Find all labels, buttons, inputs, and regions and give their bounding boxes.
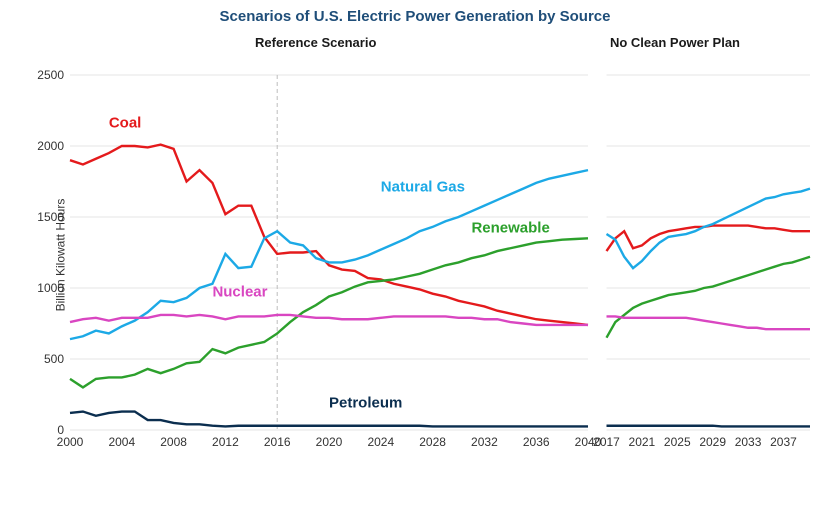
series-coal-right: [607, 226, 811, 252]
svg-text:2004: 2004: [108, 435, 135, 449]
svg-text:2032: 2032: [471, 435, 498, 449]
series-label-petroleum: Petroleum: [329, 394, 402, 411]
svg-text:2036: 2036: [523, 435, 550, 449]
svg-text:2029: 2029: [699, 435, 726, 449]
svg-text:2028: 2028: [419, 435, 446, 449]
svg-text:1500: 1500: [37, 210, 64, 224]
series-nuclear-left: [70, 315, 588, 325]
series-petroleum-left: [70, 412, 588, 427]
series-petroleum-right: [607, 426, 811, 427]
x-ticks-left: 2000 2004 2008 2012 2016 2020 2024 2028 2032 2036…: [57, 435, 602, 449]
svg-text:2000: 2000: [37, 139, 64, 153]
series-label-coal: Coal: [109, 115, 142, 132]
svg-text:2008: 2008: [160, 435, 187, 449]
series-nuclear-right: [607, 316, 811, 329]
plot-area: 0500100015002000250020002004200820122016…: [70, 75, 810, 455]
svg-text:2021: 2021: [629, 435, 656, 449]
svg-text:2000: 2000: [57, 435, 84, 449]
right-panel-header: No Clean Power Plan: [610, 35, 740, 50]
svg-text:2033: 2033: [735, 435, 762, 449]
svg-text:2016: 2016: [264, 435, 291, 449]
svg-text:2500: 2500: [37, 68, 64, 82]
series-label-renewable: Renewable: [471, 220, 549, 237]
chart-svg: 0500100015002000250020002004200820122016…: [70, 75, 810, 455]
series-label-natgas: Natural Gas: [381, 178, 465, 195]
svg-text:2012: 2012: [212, 435, 239, 449]
gridlines: [70, 75, 810, 430]
svg-text:2037: 2037: [770, 435, 797, 449]
svg-text:1000: 1000: [37, 281, 64, 295]
svg-text:500: 500: [44, 352, 64, 366]
svg-text:2024: 2024: [367, 435, 394, 449]
series-renewable-right: [607, 257, 811, 338]
svg-text:2017: 2017: [593, 435, 620, 449]
series-label-nuclear: Nuclear: [212, 284, 267, 301]
svg-text:2020: 2020: [316, 435, 343, 449]
x-ticks-right: 2017 2021 2025 2029 2033 2037: [593, 435, 797, 449]
chart-title: Scenarios of U.S. Electric Power Generat…: [0, 8, 830, 25]
svg-text:2025: 2025: [664, 435, 691, 449]
left-panel-header: Reference Scenario: [255, 35, 376, 50]
